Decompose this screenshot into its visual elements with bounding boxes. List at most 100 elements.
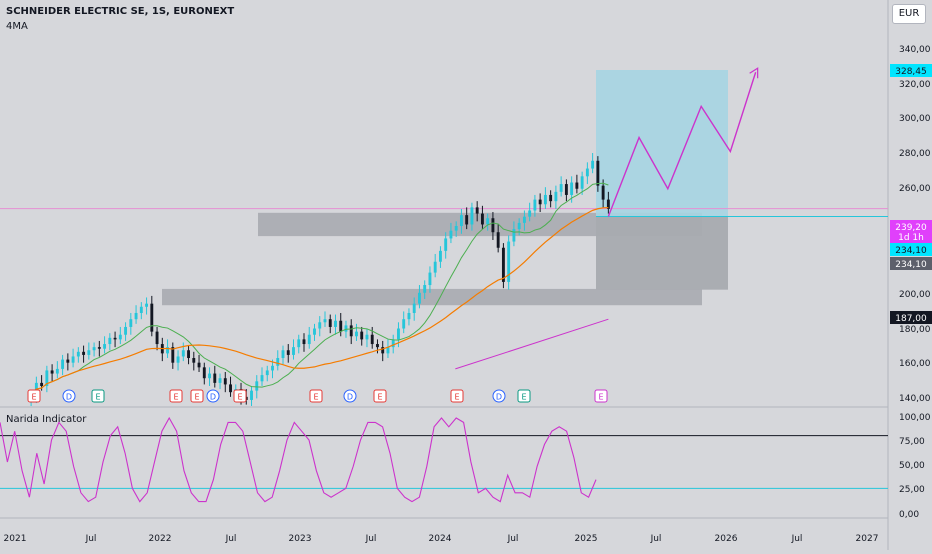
time-tick-label: 2024 <box>429 534 452 544</box>
oscillator-title: Narida Indicator <box>6 414 87 425</box>
price-tick-label: 200,00 <box>899 290 931 300</box>
price-tick-label: 260,00 <box>899 184 931 194</box>
price-tick-label: 140,00 <box>899 394 931 404</box>
target-price-label: 328,45 <box>895 67 927 77</box>
candle-body <box>444 238 448 251</box>
oscillator-line <box>0 416 597 503</box>
candle-body <box>391 339 395 348</box>
earnings-marker <box>169 389 183 403</box>
candle-body <box>381 347 385 354</box>
candle-body <box>87 350 91 355</box>
candle-body <box>318 322 322 329</box>
candle-body <box>250 390 253 400</box>
event-marker-label: E <box>454 393 459 402</box>
ma-slow-line <box>30 206 609 396</box>
currency-button[interactable]: EUR <box>892 4 926 24</box>
candle-body <box>596 160 600 186</box>
candle-body <box>97 347 101 349</box>
earnings-marker <box>91 389 105 403</box>
candle-body <box>538 199 542 205</box>
candle-body <box>397 328 400 340</box>
candle-body <box>559 184 563 192</box>
candle-body <box>218 378 222 383</box>
close-price-label-bg <box>890 257 932 270</box>
candle-body <box>606 199 610 209</box>
candle-body <box>491 218 495 233</box>
candle-body <box>449 230 453 239</box>
candle-body <box>150 303 154 332</box>
candle-body <box>355 331 358 337</box>
candle-body <box>475 207 479 214</box>
candle-body <box>124 326 128 335</box>
study-label: 4MA <box>6 21 28 32</box>
candle-body <box>543 194 547 205</box>
candle-body <box>71 356 75 363</box>
event-marker-label: E <box>173 393 178 402</box>
candle-body <box>465 215 469 225</box>
event-marker-label: D <box>347 393 353 402</box>
target-price-label-bg <box>890 64 932 77</box>
candle-body <box>76 351 80 357</box>
event-marker-label: E <box>521 393 526 402</box>
candle-body <box>591 160 595 169</box>
time-tick-label: 2023 <box>289 534 312 544</box>
candle-body <box>40 382 44 386</box>
candle-body <box>323 319 327 323</box>
event-marker-label: E <box>598 393 603 402</box>
dividend-marker <box>343 389 357 403</box>
price-tick-label: 180,00 <box>899 325 931 335</box>
stop-box <box>596 216 728 290</box>
candle-body <box>334 320 337 327</box>
oscillator-tick-label: 50,00 <box>899 461 925 471</box>
trendline <box>455 318 609 370</box>
candle-body <box>470 207 474 225</box>
candle-body <box>501 247 505 282</box>
time-tick-label: 2026 <box>715 534 738 544</box>
candle-body <box>376 344 379 348</box>
price-tick-label: 300,00 <box>899 114 931 124</box>
candle-body <box>365 334 369 340</box>
candle-body <box>271 365 274 371</box>
time-tick-label: Jul <box>85 534 97 544</box>
candle-body <box>223 378 227 385</box>
candle-body <box>344 325 348 332</box>
time-tick-label: Jul <box>225 534 237 544</box>
candle-body <box>145 303 149 307</box>
price-tick-label: 280,00 <box>899 149 931 159</box>
candle-body <box>386 347 390 354</box>
stop-price-label: 187,00 <box>895 314 927 324</box>
earnings-marker <box>373 389 387 403</box>
candle-body <box>108 337 112 345</box>
candle-body <box>265 370 269 376</box>
dividend-marker <box>206 389 220 403</box>
candle-body <box>360 331 364 340</box>
event-marker-label: E <box>377 393 382 402</box>
candle-body <box>585 168 589 177</box>
event-marker-label: E <box>95 393 100 402</box>
candle-body <box>480 213 484 225</box>
earnings-marker <box>594 389 608 403</box>
ma-fast-line <box>30 182 609 396</box>
target-box <box>596 70 728 217</box>
candle-body <box>459 215 463 227</box>
supply-demand-zone <box>258 212 702 237</box>
candle-body <box>171 347 175 363</box>
entry-price-label-bg <box>890 243 932 256</box>
candle-body <box>339 320 343 332</box>
candle-body <box>601 185 605 200</box>
candle-body <box>328 319 332 327</box>
projection-arrowhead <box>749 67 759 79</box>
candle-body <box>50 370 54 374</box>
candle-body <box>313 328 316 335</box>
chart-title: SCHNEIDER ELECTRIC SE, 1S, EURONEXT <box>6 6 235 17</box>
candle-body <box>260 375 264 382</box>
candle-body <box>554 191 558 202</box>
candle-body <box>349 325 353 337</box>
last-price-label: 239,20 <box>895 223 927 233</box>
oscillator-tick-label: 100,00 <box>899 413 931 423</box>
price-tick-label: 320,00 <box>899 80 931 90</box>
candle-body <box>155 331 159 345</box>
candle-body <box>402 319 406 329</box>
candle-body <box>82 351 86 355</box>
